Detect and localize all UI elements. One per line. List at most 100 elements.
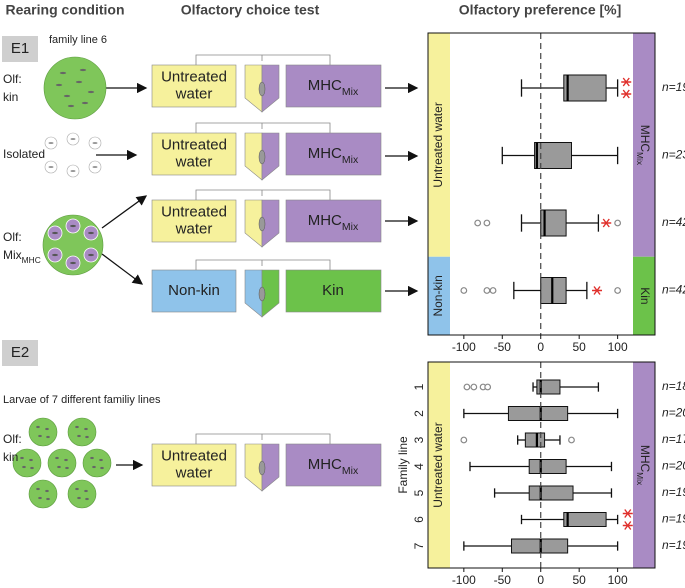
arm-right [285,269,382,313]
box [511,538,569,554]
fish [258,216,266,232]
tank [67,479,97,509]
arm-right-label-sub: Mix [342,221,359,233]
family-line: family line 6 [49,34,107,46]
y-tick-label: 2 [412,410,426,417]
fish [38,434,42,438]
fish [70,261,76,265]
n-label: n=19 [662,538,685,552]
fish [258,460,266,476]
funnel-right [261,64,280,113]
tank [47,448,77,478]
box [528,459,567,474]
extreme [592,286,603,295]
arm-left-label: Untreated [161,203,227,220]
fish [77,496,81,500]
fish [64,458,68,462]
fish [99,458,103,462]
outlier [489,287,497,294]
x-tick-label: 100 [608,573,628,587]
outlier [483,219,491,227]
arm-right-label-main: Kin [322,282,344,299]
rearing-label-main: kin [3,90,18,104]
fish [85,435,89,439]
arm-left-label: water [175,153,213,170]
arm-left-label: Untreated [161,136,227,153]
tube [195,259,331,270]
funnel-right [261,269,280,318]
box [563,512,607,527]
fish [100,466,104,470]
header: Rearing condition [6,2,125,18]
rearing-label: Isolated [3,147,45,161]
fish [45,489,49,493]
fish [87,90,95,94]
funnel-right [261,132,280,181]
plot-frame [427,32,656,336]
fish [258,149,266,165]
arm-right-label-main: MHC [308,145,342,162]
tube [195,122,331,133]
arm-left-label: water [175,220,213,237]
fish [88,231,94,235]
box [524,432,546,448]
right-band-label-main: MHC [638,125,652,153]
right-band-label-sub: Mix [635,472,645,486]
x-tick-label: -100 [452,573,476,587]
x-tick-label: 0 [537,573,544,587]
fish [46,435,50,439]
n-label: n=19 [662,485,685,499]
y-tick-label: 4 [412,463,426,470]
fish [52,253,58,257]
tube [195,433,331,444]
outlier [460,436,468,444]
outlier [483,287,491,294]
left-band-label: Untreated water [431,422,445,507]
fish [92,142,98,144]
fish [67,104,75,108]
outlier [568,436,575,444]
n-label: n=20 [662,459,685,473]
fish [258,286,266,302]
rearing-label: Olf: [3,230,22,244]
experiment-label: E1 [11,40,29,57]
outlier [484,383,492,391]
funnel-right [261,443,280,492]
fish [46,497,50,501]
extreme [622,509,633,518]
fish [30,466,34,470]
y-tick-label: 5 [412,489,426,496]
fish [84,489,88,493]
tank [67,417,97,447]
arm-left-label: water [175,85,213,102]
fish [36,425,40,429]
left-band [428,256,450,335]
rearing-label-main: Mix [3,248,22,262]
right-band-label: Kin [638,287,652,304]
right-band [633,362,655,568]
arm-right [285,443,382,487]
fish [38,496,42,500]
tank [43,56,107,120]
fish [22,465,26,469]
n-label: n=42 [662,215,685,229]
x-tick-label: 50 [572,340,586,354]
box [540,277,567,304]
x-tick-label: 50 [572,573,586,587]
x-tick-label: 100 [608,340,628,354]
fish [20,456,24,460]
fish [70,170,76,172]
left-band-label: Untreated water [431,102,445,187]
fish [55,83,63,87]
fish [48,142,54,144]
left-band [428,33,450,257]
fish [79,68,87,72]
fish [70,224,76,228]
tube [195,54,331,65]
n-label: n=23 [662,148,685,162]
left-band [428,362,450,568]
fish [90,456,94,460]
arm-left-label: Non-kin [168,282,220,299]
right-band [633,256,655,335]
